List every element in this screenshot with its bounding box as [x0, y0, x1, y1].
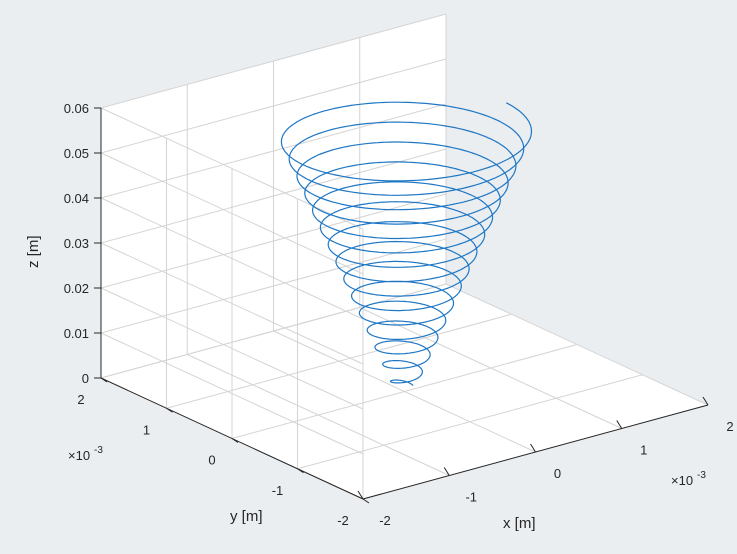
- grid-line-right-z: [100, 58, 447, 154]
- grid-line-floor-y: [231, 344, 578, 439]
- y-tick-label: 0: [208, 453, 215, 468]
- grid-line-left-z: [100, 287, 364, 410]
- y-tick-mark: [297, 468, 304, 474]
- y-tick-mark: [362, 498, 370, 504]
- grid-line-left-z: [100, 242, 364, 365]
- grid-line-left-z: [100, 332, 364, 455]
- grid-line-right-z: [100, 13, 447, 109]
- grid-line-right-z: [100, 283, 447, 379]
- grid-line-left-z: [100, 152, 364, 275]
- x-axis-label: x [m]: [503, 515, 536, 532]
- x-tick-label: -1: [465, 490, 477, 505]
- z-tick-label: 0.04: [64, 191, 89, 206]
- x-tick-label: 0: [554, 466, 561, 481]
- y-tick-mark: [166, 407, 173, 413]
- y-tick-mark: [100, 377, 108, 383]
- y-tick-mark: [231, 438, 239, 443]
- x-tick-mark: [702, 396, 709, 406]
- grid-line-right-z: [100, 148, 447, 244]
- x-tick-mark: [443, 467, 450, 476]
- y-exponent-label: ×10 -3: [68, 445, 103, 463]
- helix-series-line: [280, 101, 533, 386]
- z-tick-label: 0.05: [64, 146, 89, 161]
- x-tick-mark: [530, 443, 536, 453]
- tick-marks: [94, 107, 709, 504]
- svg-text:×10: ×10: [671, 473, 693, 488]
- y-tick-label: -1: [272, 483, 284, 498]
- svg-text:-3: -3: [94, 445, 103, 456]
- z-tick-label: 0.02: [64, 281, 89, 296]
- x-exponent-label: ×10 -3: [671, 470, 706, 488]
- x-tick-mark: [357, 490, 364, 500]
- z-axis-label: z [m]: [25, 236, 42, 269]
- x-tick-label: 1: [640, 443, 647, 458]
- tick-labels: -2 -1 0 1 2 -2 -1 0 1 2 0 0.01 0.02 0.03 0.04 0.05 0.06: [64, 101, 734, 528]
- series-layer: [280, 101, 533, 386]
- grid-line-left-z: [100, 197, 364, 320]
- svg-text:×10: ×10: [68, 448, 90, 463]
- x-tick-label: 2: [726, 419, 733, 434]
- z-tick-label: 0.01: [64, 326, 89, 341]
- y-tick-label: 2: [77, 392, 84, 407]
- y-tick-label: -2: [337, 513, 349, 528]
- y-tick-label: 1: [143, 422, 150, 437]
- grid-line-left-z: [100, 107, 364, 230]
- z-tick-label: 0.03: [64, 236, 89, 251]
- z-tick-label: 0: [82, 371, 89, 386]
- grid-line-right-z: [100, 238, 447, 334]
- x-tick-label: -2: [379, 513, 391, 528]
- svg-text:-3: -3: [697, 470, 706, 481]
- y-axis-label: y [m]: [230, 508, 263, 525]
- z-tick-label: 0.06: [64, 101, 89, 116]
- x-tick-mark: [616, 420, 623, 429]
- grid-line-floor-y: [297, 374, 643, 470]
- grid-line-floor-y: [166, 313, 512, 409]
- grid-line-right-z: [100, 103, 447, 199]
